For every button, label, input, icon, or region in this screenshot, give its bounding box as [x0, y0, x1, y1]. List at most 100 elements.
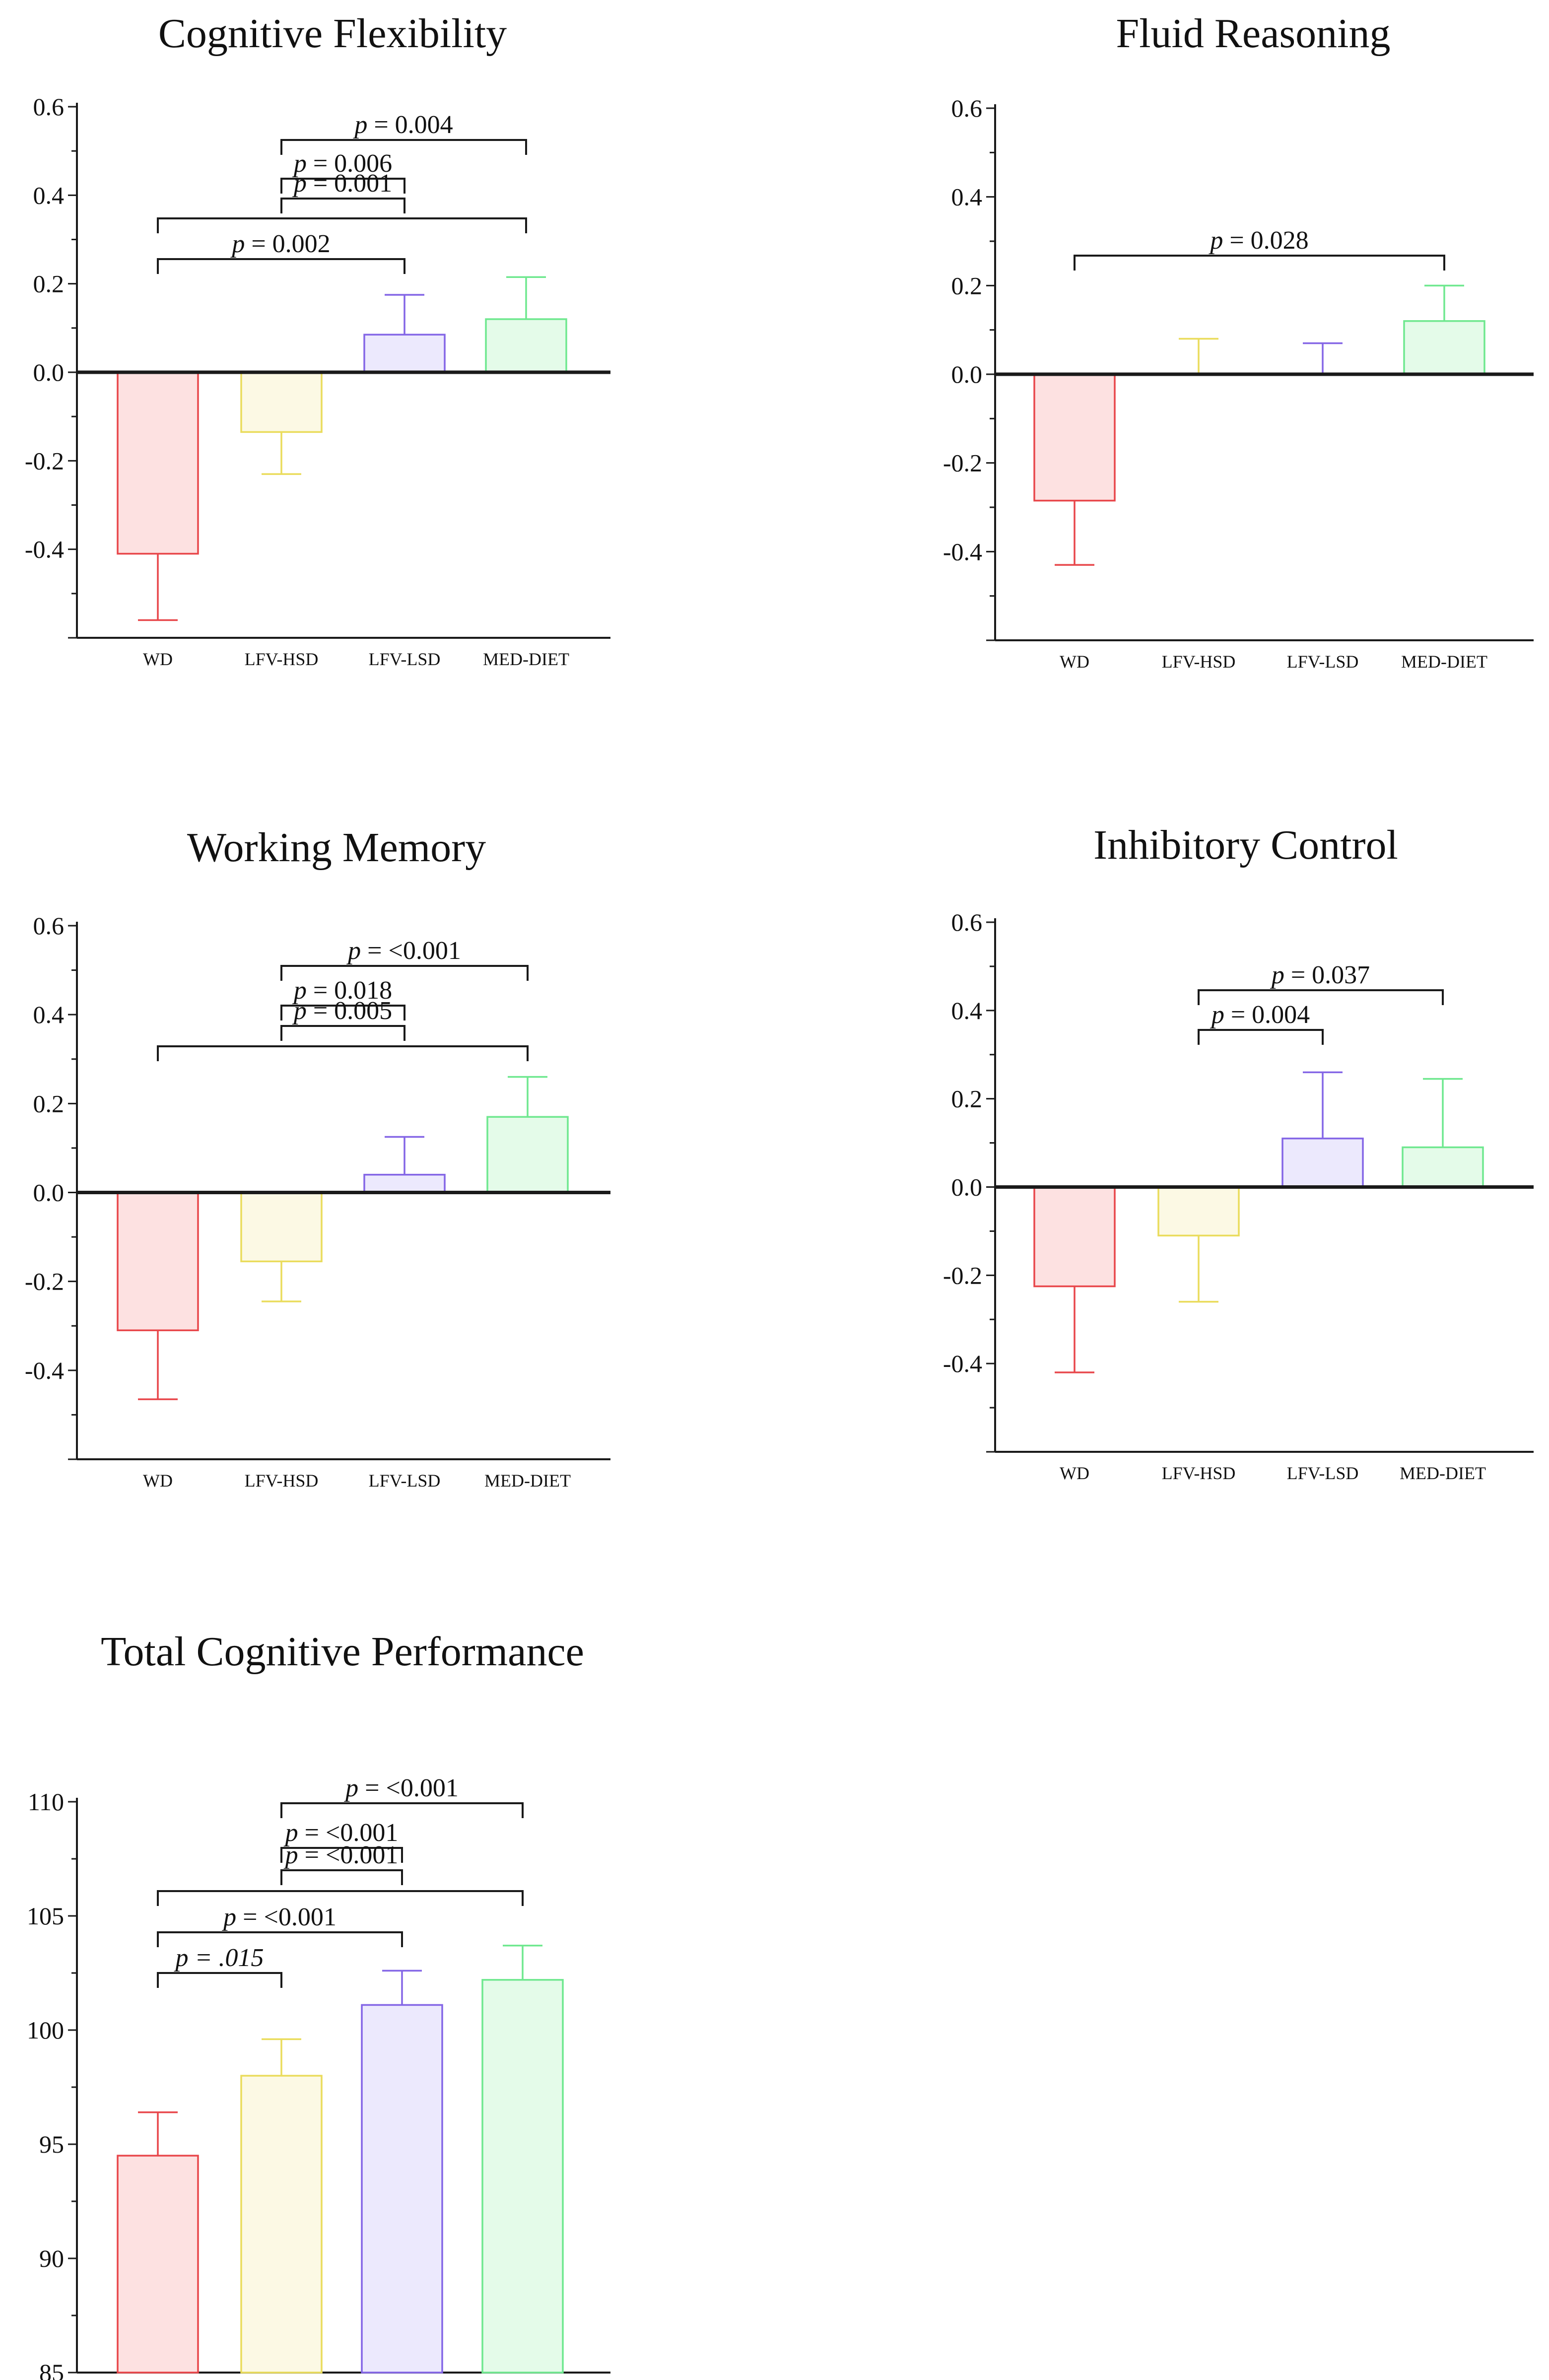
x-tick-label: LFV-HSD: [1162, 652, 1236, 672]
p-label-value: = 0.006: [307, 149, 392, 178]
chart-panel-3: Working Memory 0.6 0.4 0.2 0.0 -0.2 -0.4 WD LFV-…: [25, 824, 610, 1491]
y-tick-label: 0.4: [951, 997, 983, 1024]
p-label-value: = 0.028: [1223, 226, 1308, 255]
significance-bracket: [280, 1802, 524, 1818]
chart-title: Working Memory: [187, 824, 486, 871]
y-tick-label: -0.2: [25, 447, 64, 475]
p-label-prefix: p =: [173, 1944, 218, 1972]
bar-lfv-hsd: [1157, 1186, 1240, 1237]
y-tick-label: 0.0: [951, 1173, 983, 1201]
p-label-prefix: p: [283, 1841, 298, 1869]
y-tick-label: 0.6: [951, 94, 983, 122]
chart-title: Inhibitory Control: [1093, 822, 1398, 868]
x-tick-label: LFV-HSD: [1162, 1463, 1236, 1483]
y-tick-label: 95: [39, 2130, 64, 2158]
bar-wd: [117, 2155, 199, 2374]
x-tick-label: MED-DIET: [1401, 652, 1487, 672]
chart-title: Cognitive Flexibility: [158, 10, 507, 57]
y-tick-label: -0.4: [25, 536, 64, 563]
significance-bracket: [280, 178, 405, 194]
y-tick-label: 0.2: [951, 272, 983, 299]
y-tick-label: -0.2: [943, 1261, 982, 1289]
p-label-prefix: p: [292, 976, 307, 1005]
p-label-value: = <0.001: [358, 1774, 459, 1802]
p-label-prefix: p: [346, 937, 361, 965]
y-tick-label: 0.6: [33, 912, 65, 940]
y-tick-label: 0.2: [951, 1085, 983, 1113]
p-label-prefix: p: [292, 169, 307, 198]
p-label-value: = <0.001: [298, 1841, 399, 1869]
y-tick-label: 0.6: [951, 908, 983, 936]
significance-bracket: [157, 258, 405, 274]
bar-med-diet: [1402, 1146, 1484, 1188]
p-value-label: p = <0.001: [283, 1819, 399, 1847]
p-label-value: = 0.018: [307, 976, 392, 1005]
p-label-prefix: p: [292, 149, 307, 178]
p-label-prefix: p: [230, 230, 245, 258]
p-label-value: = <0.001: [361, 937, 461, 965]
x-tick-label: LFV-LSD: [369, 1471, 441, 1491]
x-tick-label: WD: [1060, 652, 1089, 672]
y-tick-label: 0.0: [33, 1179, 65, 1207]
x-tick-label: MED-DIET: [483, 649, 569, 669]
p-label-prefix: p: [283, 1819, 298, 1847]
y-tick-label: 100: [27, 2016, 64, 2044]
significance-bracket: [157, 1890, 524, 1906]
p-value-label: p = <0.001: [343, 1774, 459, 1802]
y-tick-label: 85: [39, 2359, 64, 2380]
p-value-label: p = 0.018: [292, 976, 392, 1005]
p-label-value: .015: [219, 1944, 264, 1972]
p-label-prefix: p: [1270, 961, 1284, 989]
significance-bracket: [280, 198, 405, 213]
y-tick-label: 0.4: [33, 1001, 65, 1028]
p-label-prefix: p: [221, 1903, 236, 1931]
p-value-label: p = 0.002: [230, 230, 330, 258]
bar-lfv-lsd: [363, 334, 446, 373]
x-tick-label: WD: [1060, 1463, 1089, 1483]
significance-bracket: [280, 139, 527, 155]
bar-wd: [117, 1191, 199, 1331]
p-label-value: = 0.037: [1284, 961, 1370, 989]
p-value-label: p = <0.001: [346, 937, 461, 965]
significance-bracket: [280, 1869, 403, 1885]
significance-bracket: [157, 1045, 529, 1061]
chart-panel-2: Fluid Reasoning 0.6 0.4 0.2 0.0 -0.2 -0.4 WD LFV…: [943, 10, 1534, 672]
x-tick-label: WD: [143, 649, 173, 669]
significance-bracket: [1198, 989, 1444, 1005]
x-tick-label: MED-DIET: [484, 1471, 571, 1491]
bar-wd: [1033, 1186, 1116, 1288]
x-tick-label: LFV-LSD: [1287, 652, 1359, 672]
bar-med-diet: [486, 1116, 569, 1194]
p-value-label: p = <0.001: [221, 1903, 337, 1931]
bar-wd: [1033, 373, 1116, 502]
significance-bracket: [1074, 255, 1445, 271]
bar-lfv-hsd: [240, 1191, 323, 1263]
y-tick-label: 0.0: [951, 360, 983, 388]
significance-bracket: [280, 965, 529, 981]
p-value-label: p = 0.005: [292, 997, 392, 1025]
bar-lfv-lsd: [363, 1173, 446, 1194]
p-value-label: p = 0.037: [1270, 961, 1370, 989]
p-label-prefix: p: [343, 1774, 358, 1802]
chart-title: Total Cognitive Performance: [101, 1629, 584, 1675]
p-label-value: = <0.001: [236, 1903, 337, 1931]
bar-med-diet: [481, 1979, 564, 2374]
p-label-value: = 0.004: [367, 111, 453, 139]
bar-lfv-lsd: [361, 2004, 443, 2374]
y-tick-label: 0.0: [33, 358, 65, 386]
significance-bracket: [1198, 1029, 1324, 1045]
p-label-prefix: p: [352, 111, 367, 139]
p-label-value: = <0.001: [298, 1819, 399, 1847]
bar-lfv-hsd: [240, 2075, 323, 2374]
significance-bracket: [157, 1931, 403, 1947]
y-tick-label: -0.4: [25, 1357, 64, 1384]
significance-bracket: [280, 1025, 405, 1041]
p-label-value: = 0.001: [307, 169, 392, 198]
p-value-label: p = 0.028: [1208, 226, 1308, 255]
y-tick-label: -0.4: [943, 1350, 982, 1377]
chart-panel-1: Cognitive Flexibility 0.6 0.4 0.2 0.0 -0.2 -0.…: [25, 10, 610, 669]
bar-lfv-hsd: [240, 371, 323, 433]
chart-panel-5: Total Cognitive Performance 110 105 100 95 90…: [27, 1629, 610, 2380]
y-tick-label: -0.2: [25, 1268, 64, 1295]
p-value-label: p = 0.001: [292, 169, 392, 198]
